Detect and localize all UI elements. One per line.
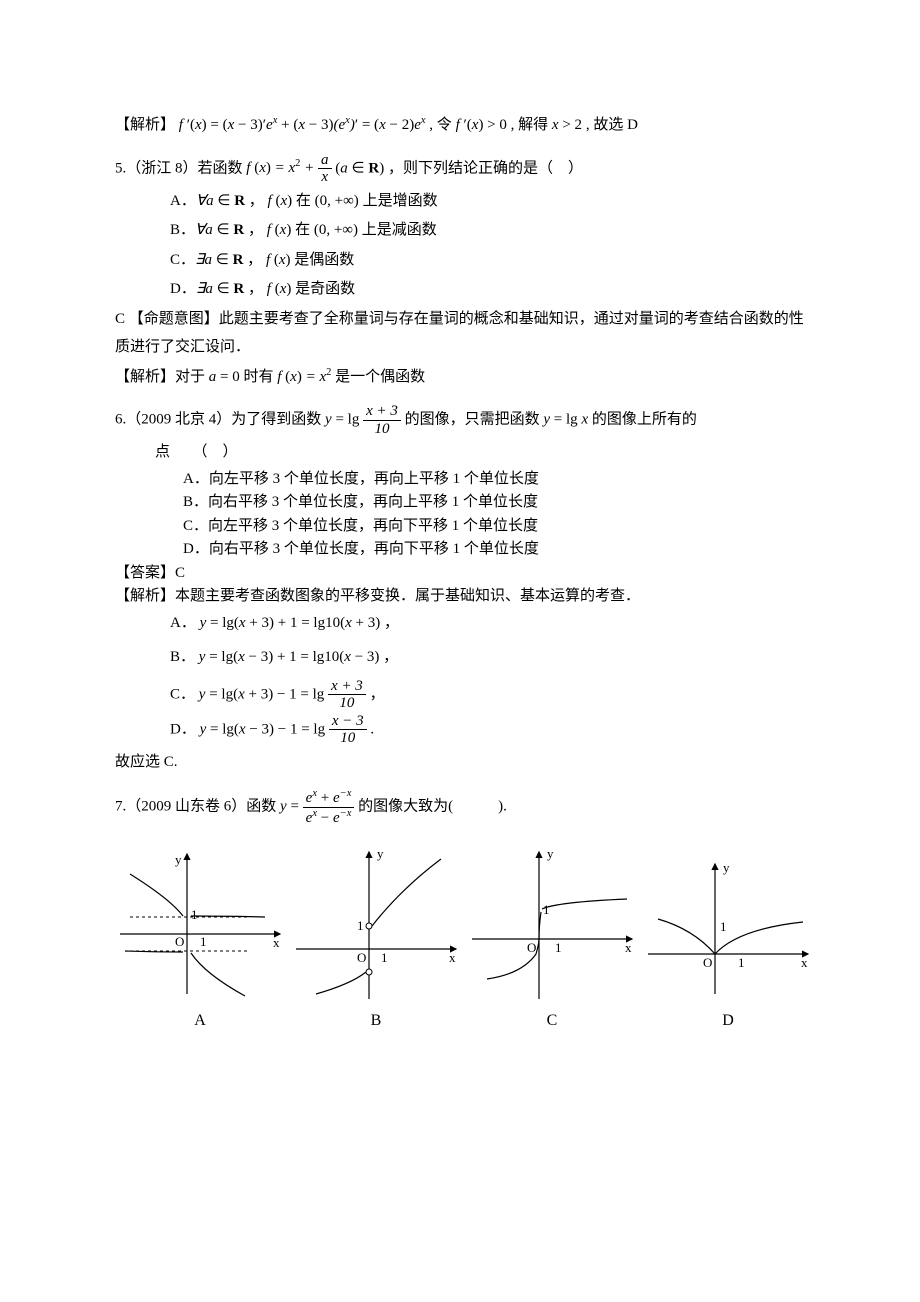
svg-text:O: O: [175, 934, 184, 949]
svg-text:1: 1: [191, 907, 198, 922]
svg-text:y: y: [547, 846, 554, 861]
q6-optD: D．向右平移 3 个单位长度，再向下平移 1 个单位长度: [183, 538, 805, 561]
svg-text:O: O: [527, 940, 536, 955]
q7-stem: 7.（2009 山东卷 6）函数 y = ex + e−x ex − e−x 的…: [115, 788, 805, 826]
q4-analysis: 【解析】 f ′(x) = (x − 3)′ex + (x − 3)(ex)′ …: [115, 111, 805, 140]
q6-stem-a: 6.（2009 北京 4）为了得到函数: [115, 411, 321, 427]
q6-solC: C． y = lg(x + 3) − 1 = lg x + 310 ，: [115, 678, 805, 712]
svg-text:O: O: [357, 950, 366, 965]
panel-B: x y O 1 1 B: [291, 844, 461, 1036]
svg-text:y: y: [175, 852, 182, 867]
q5-answer: C 【命题意图】此题主要考查了全称量词与存在量词的概念和基础知识，通过对量词的考…: [115, 305, 805, 362]
q6-analysis: 【解析】本题主要考查函数图象的平移变换．属于基础知识、基本运算的考查．: [115, 585, 805, 608]
q6-solA: A． y = lg(x + 3) + 1 = lg10(x + 3) ，: [115, 609, 805, 638]
q4-analysis-label: 【解析】: [115, 117, 175, 133]
svg-text:1: 1: [200, 934, 207, 949]
q6-sC-num: x + 3: [328, 678, 366, 696]
panel-D: x y O 1 1 D: [643, 844, 813, 1036]
q6-frac-den: 10: [363, 421, 401, 438]
svg-text:O: O: [703, 955, 712, 970]
q5-frac-den: x: [318, 169, 332, 186]
q6-sD-den: 10: [329, 730, 367, 747]
q5-analysis: 【解析】对于 a = 0 时有 f (x) = x2 是一个偶函数: [115, 363, 805, 392]
q4-analysis-formula: f ′(x) = (x − 3)′ex + (x − 3)(ex)′ = (x …: [179, 117, 430, 133]
q6-frac-num: x + 3: [363, 403, 401, 421]
q5-optB: B．∀a ∈ R ， f (x) 在 (0, +∞) 上是减函数: [115, 216, 805, 245]
q5-stem: 5.（浙江 8）若函数 f (x) = x2 + ax (a ∈ R) ，则下列…: [115, 152, 805, 186]
svg-text:1: 1: [555, 940, 562, 955]
q6-sC-den: 10: [328, 695, 366, 712]
svg-text:x: x: [273, 935, 280, 950]
panel-A: x y O 1 1 A: [115, 844, 285, 1036]
svg-text:1: 1: [738, 955, 745, 970]
q6-optA: A．向左平移 3 个单位长度，再向上平移 1 个单位长度: [183, 468, 805, 491]
q6-optB: B．向右平移 3 个单位长度，再向上平移 1 个单位长度: [183, 491, 805, 514]
q6-sD-num: x − 3: [329, 713, 367, 731]
svg-text:1: 1: [720, 919, 727, 934]
svg-text:y: y: [723, 860, 730, 875]
q7-stem-a: 7.（2009 山东卷 6）函数: [115, 798, 276, 814]
q6-solD: D． y = lg(x − 3) − 1 = lg x − 310 .: [115, 713, 805, 747]
q6-stem-c: 点 （ ）: [115, 438, 805, 467]
svg-text:1: 1: [543, 902, 550, 917]
q5-lead: 5.（浙江 8）若函数: [115, 160, 243, 176]
svg-text:y: y: [377, 846, 384, 861]
svg-text:x: x: [801, 955, 808, 970]
q5-frac-num: a: [318, 152, 332, 170]
panel-C-label: C: [467, 1006, 637, 1036]
q7-stem-b: 的图像大致为( ).: [358, 798, 507, 814]
svg-text:x: x: [449, 950, 456, 965]
q5-optD: D．∃a ∈ R ， f (x) 是奇函数: [115, 275, 805, 304]
panel-D-label: D: [643, 1006, 813, 1036]
svg-text:1: 1: [381, 950, 388, 965]
panel-C: x y O 1 1 C: [467, 844, 637, 1036]
q6-concl: 故应选 C.: [115, 748, 805, 777]
panel-A-label: A: [115, 1006, 285, 1036]
svg-text:x: x: [625, 940, 632, 955]
q5-optC: C．∃a ∈ R ， f (x) 是偶函数: [115, 246, 805, 275]
svg-text:1: 1: [357, 918, 364, 933]
panel-B-label: B: [291, 1006, 461, 1036]
q6-answer: 【答案】C: [115, 562, 805, 585]
q6-solB: B． y = lg(x − 3) + 1 = lg10(x − 3) ，: [115, 643, 805, 672]
q6-stem: 6.（2009 北京 4）为了得到函数 y = lg x + 310 的图像，只…: [115, 403, 805, 437]
q5-optA: A．∀a ∈ R ， f (x) 在 (0, +∞) 上是增函数: [115, 187, 805, 216]
q7-panels: x y O 1 1 A x y O 1 1: [115, 844, 805, 1036]
q6-optC: C．向左平移 3 个单位长度，再向下平移 1 个单位长度: [183, 515, 805, 538]
